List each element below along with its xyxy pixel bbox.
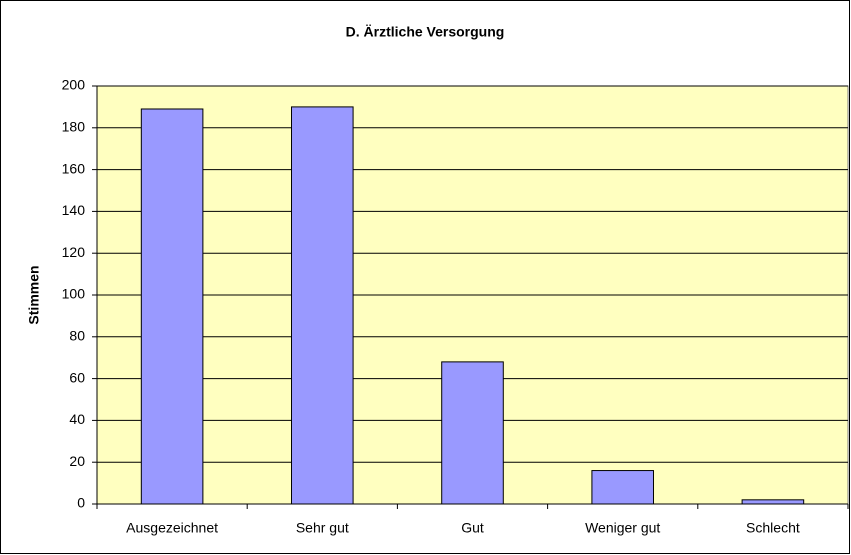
- x-tick-label: Sehr gut: [296, 520, 349, 536]
- y-tick-label: 200: [62, 77, 86, 93]
- bar: [741, 499, 805, 505]
- bar: [291, 106, 354, 505]
- y-tick-label: 180: [62, 119, 86, 135]
- y-tick-label: 40: [69, 411, 85, 427]
- x-tick-label: Schlecht: [746, 520, 800, 536]
- chart-title: D. Ärztliche Versorgung: [346, 24, 505, 40]
- y-tick-label: 20: [69, 453, 85, 469]
- bar: [441, 361, 504, 505]
- y-tick-label: 100: [62, 286, 86, 302]
- x-tick-label: Gut: [461, 520, 484, 536]
- y-tick-label: 0: [77, 495, 85, 511]
- x-tick-label: Weniger gut: [585, 520, 660, 536]
- x-tick-label: Ausgezeichnet: [126, 520, 218, 536]
- y-tick-label: 160: [62, 160, 86, 176]
- y-axis-label: Stimmen: [26, 265, 42, 324]
- y-tick-label: 80: [69, 328, 85, 344]
- bar: [140, 108, 204, 505]
- y-tick-label: 120: [62, 244, 86, 260]
- y-tick-label: 140: [62, 202, 86, 218]
- bar: [591, 470, 654, 505]
- y-tick-label: 60: [69, 369, 85, 385]
